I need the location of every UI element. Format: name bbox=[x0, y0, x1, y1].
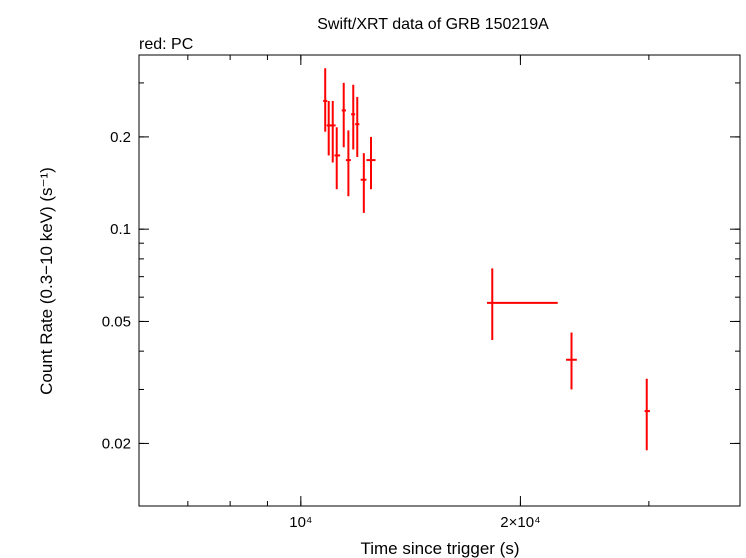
data-point bbox=[360, 153, 367, 213]
y-axis-ticks: 0.2 0.1 0.05 0.02 bbox=[102, 129, 740, 452]
data-point bbox=[566, 332, 577, 390]
chart-subtitle: red: PC bbox=[139, 36, 193, 53]
chart-title: Swift/XRT data of GRB 150219A bbox=[317, 16, 549, 33]
y-tick-label: 0.02 bbox=[102, 435, 131, 452]
data-point bbox=[487, 268, 558, 340]
data-point bbox=[644, 378, 650, 451]
data-point bbox=[341, 82, 346, 148]
y-axis-label: Count Rate (0.3−10 keV) (s⁻¹) bbox=[37, 167, 56, 395]
data-point bbox=[345, 130, 351, 197]
x-tick-label: 10⁴ bbox=[289, 514, 312, 531]
data-point bbox=[351, 84, 356, 150]
data-point bbox=[330, 100, 336, 163]
x-axis-label: Time since trigger (s) bbox=[360, 539, 519, 558]
data-point bbox=[334, 127, 341, 190]
y-tick-label: 0.2 bbox=[110, 129, 131, 146]
y-tick-label: 0.05 bbox=[102, 313, 131, 330]
data-point bbox=[326, 100, 332, 156]
minor-ticks bbox=[139, 55, 740, 506]
data-point bbox=[366, 136, 376, 190]
data-point bbox=[355, 96, 360, 157]
x-axis-ticks: 10⁴ 2×10⁴ bbox=[289, 55, 541, 531]
data-point bbox=[323, 68, 328, 132]
plot-frame bbox=[138, 54, 741, 507]
x-tick-label: 2×10⁴ bbox=[500, 514, 540, 531]
y-tick-label: 0.1 bbox=[110, 221, 131, 238]
data-points bbox=[323, 68, 650, 451]
